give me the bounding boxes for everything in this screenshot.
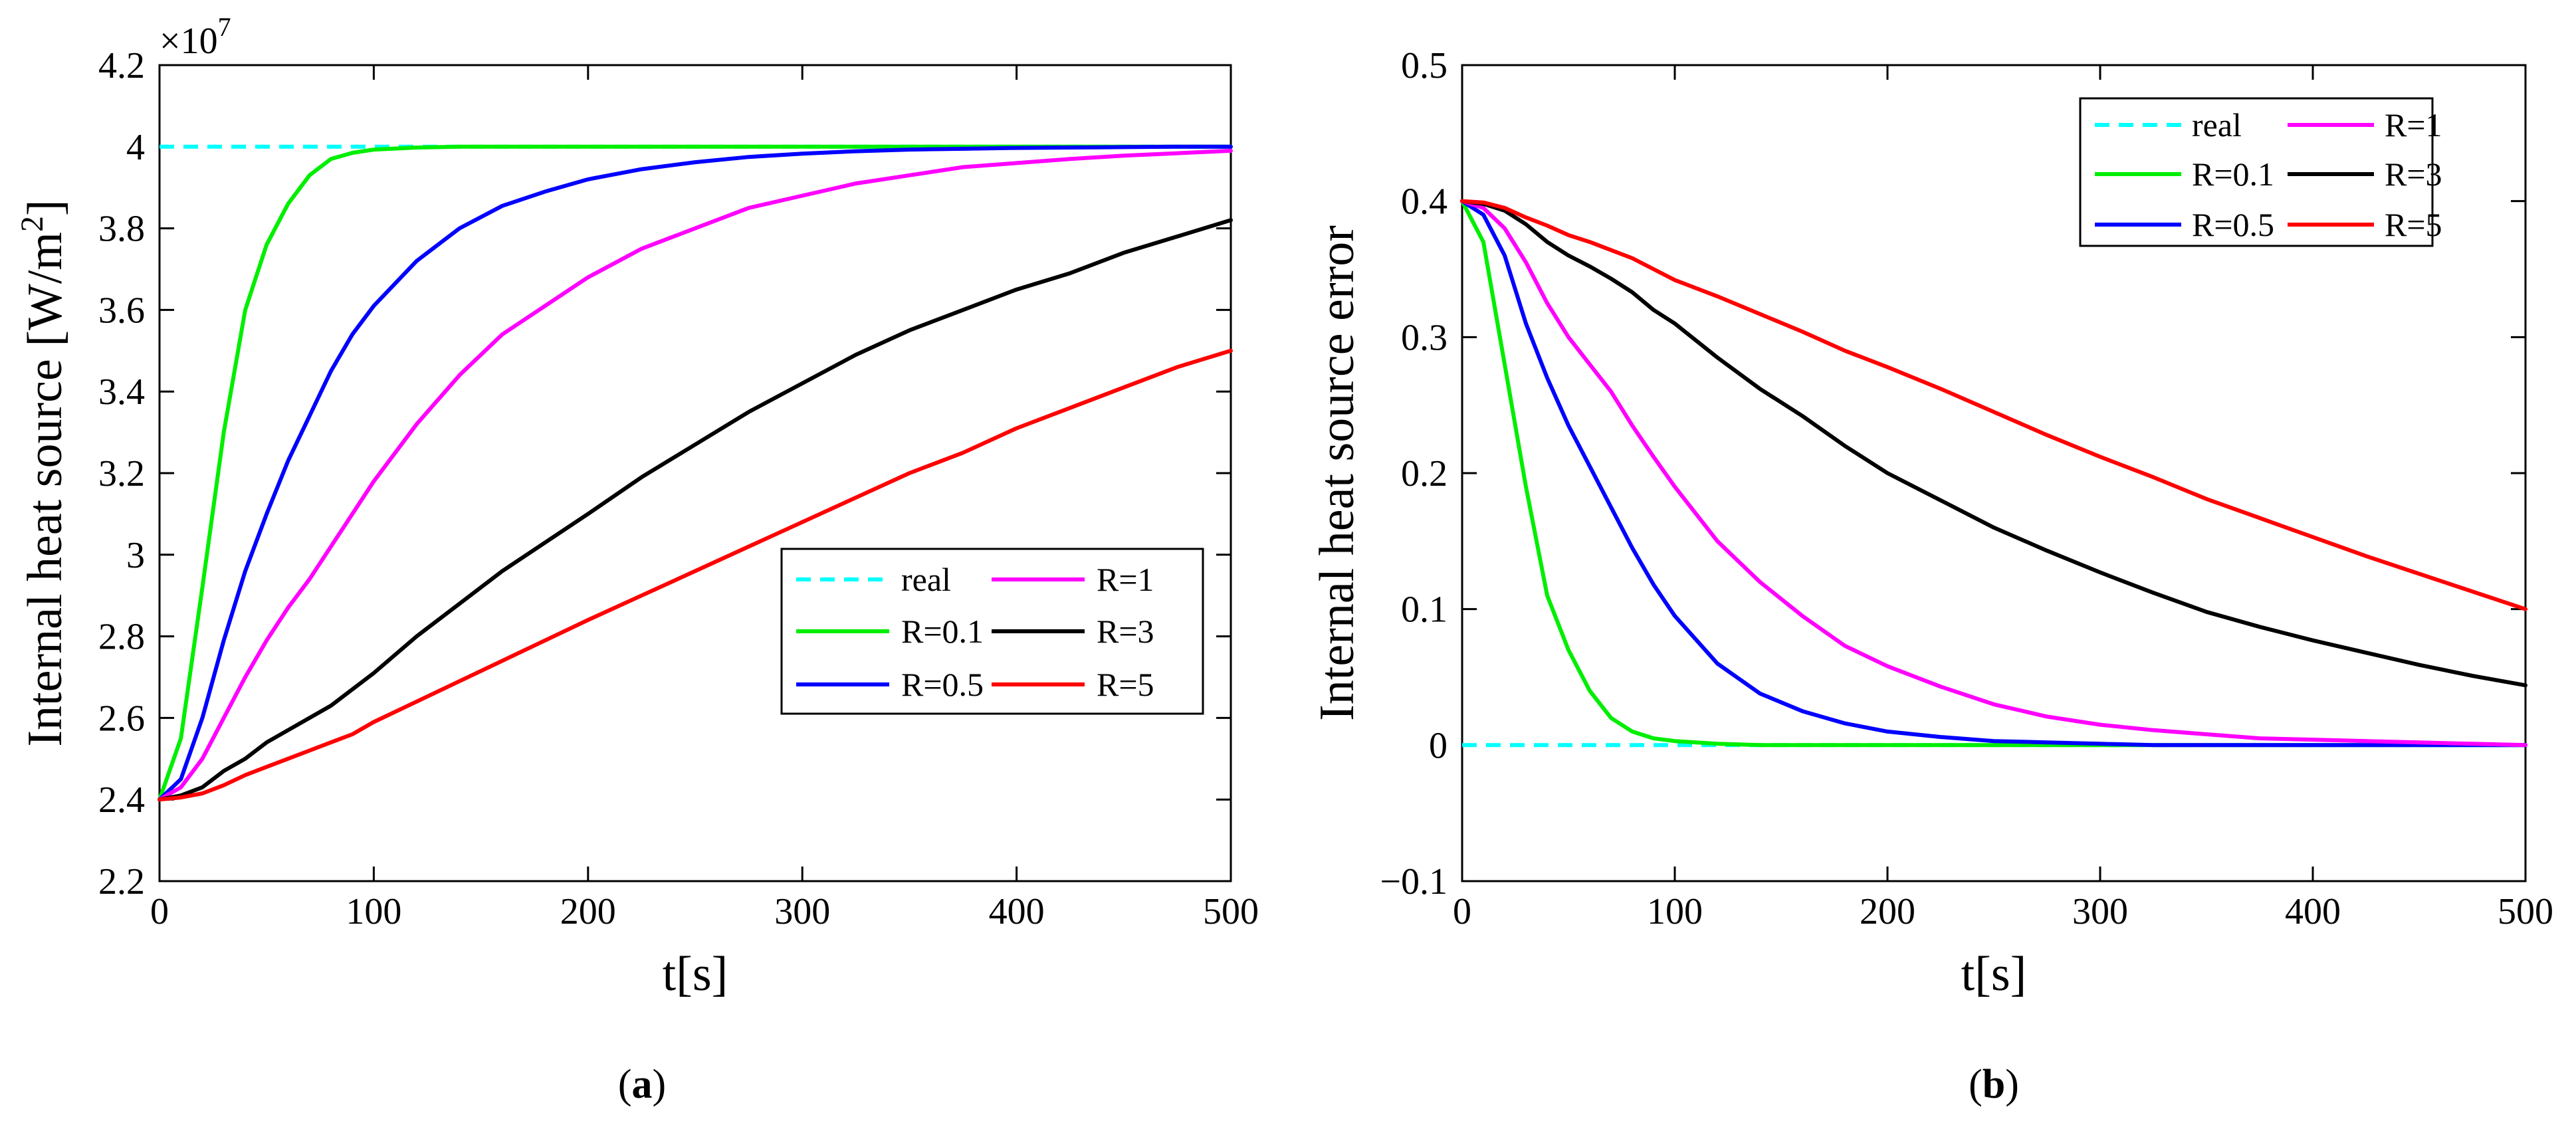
panel-b-legend-label-r-3: R=3 [2385,155,2442,193]
panel-a-x-tick-label: 300 [774,891,830,932]
panel-a-legend: real R=0.1 R=0.5 R=1 R=3 R=5 [780,548,1204,715]
panel-a-y-tick-label: 3.6 [98,290,145,331]
panel-a-legend-label-r-3: R=3 [1097,613,1154,650]
panel-b-series [1460,199,2527,748]
panel-a-y-tick-label: 2.4 [98,779,145,821]
panel-a-y-tick-label: 2.6 [98,698,145,739]
panel-b-series-r-3-line [1460,199,2527,688]
panel-b-x-tick-label: 100 [1647,891,1703,932]
panel-a-label: (a) [618,1062,666,1107]
panel-a-series [158,144,1233,802]
panel-b-y-tick-label: 0.1 [1401,589,1448,631]
panel-b-x-tick-label: 0 [1453,891,1471,932]
panel-a-x-tick-label: 400 [989,891,1045,932]
panel-b-y-tick-label: 0.2 [1401,453,1448,494]
panel-a-legend-label-r-5: R=5 [1097,666,1154,703]
panel-a-plot-area [158,64,1232,882]
panel-a-y-tick-label: 4 [126,127,145,168]
panel-a-x-tick-label: 100 [346,891,401,932]
panel-b-y-tick-label: 0 [1429,725,1448,766]
panel-b-label: (b) [1969,1062,2019,1107]
panel-b-x-axis-label: t[s] [1961,947,2027,1001]
panel-a-y-tick-label: 4.2 [98,45,145,86]
panel-a-series-r-5-line [158,348,1233,802]
panel-b-series-r-5-line [1460,199,2527,611]
panel-b-x-tick-label: 300 [2072,891,2128,932]
panel-a-series-r-3-line [158,218,1233,802]
panel-a-series-r-0-5-line [158,144,1233,802]
panel-b-x-tick-label: 500 [2498,891,2553,932]
panel-b-y-tick-label: 0.4 [1401,181,1448,223]
panel-a-exponent-label: ×107 [160,12,231,62]
panel-a-x-axis-label: t[s] [663,947,728,1001]
panel-b-ticks: 0 100 200 300 400 500−0.100.10.20.30.40.5 [1380,45,2553,932]
panel-a-legend-label-r-0-5: R=0.5 [901,666,984,703]
panel-b-y-tick-label: 0.3 [1401,317,1448,358]
panel-b-legend-label-r-5: R=5 [2385,206,2442,243]
panel-a-x-tick-label: 200 [560,891,616,932]
panel-b-x-tick-label: 400 [2285,891,2341,932]
panel-b-x-tick-label: 200 [1860,891,1915,932]
panel-b-chart: 0 100 200 300 400 500−0.100.10.20.30.40.5 t[s… [1310,45,2553,1107]
panel-a-chart: 0 100 200 300 400 500 2.2 2.4 2.6 2.8 3 3.2 3.4 3.6 3.… [15,12,1259,1107]
panel-b-legend-label-real: real [2192,106,2242,144]
panel-b-series-r-1-line [1460,199,2527,748]
panel-b-legend-label-r-0-5: R=0.5 [2192,206,2274,243]
panel-a-y-tick-label: 3 [126,535,145,576]
panel-a-legend-label-r-1: R=1 [1097,561,1154,598]
panel-a-y-axis-label: Internal heat source [W/m2] [15,199,72,746]
panel-a-y-tick-label: 3.8 [98,209,145,250]
panel-b-y-axis-label: Internal heat source error [1310,225,1364,721]
panel-b-legend: real R=0.1 R=0.5 R=1 R=3 R=5 [2079,97,2442,247]
panel-b-series-r-0-5-line [1460,199,2527,748]
panel-a-x-tick-label: 500 [1203,891,1259,932]
panel-a-x-tick-label: 0 [150,891,169,932]
panel-a-ticks: 0 100 200 300 400 500 2.2 2.4 2.6 2.8 3 3.2 3.4 3.6 3.… [98,45,1259,932]
panel-b-y-tick-label: 0.5 [1401,45,1448,86]
panel-b-legend-label-r-1: R=1 [2385,106,2442,144]
panel-a-legend-label-real: real [901,561,951,598]
panel-a-y-tick-label: 2.2 [98,861,145,902]
panel-a-y-tick-label: 3.2 [98,453,145,494]
panel-b-y-tick-label: −0.1 [1380,861,1448,902]
panel-a-y-tick-label: 2.8 [98,617,145,658]
panel-a-y-tick-label: 3.4 [98,371,145,413]
panel-a-series-r-1-line [158,148,1233,802]
panel-a-legend-label-r-0-1: R=0.1 [901,613,984,650]
panel-b-legend-label-r-0-1: R=0.1 [2192,155,2274,193]
